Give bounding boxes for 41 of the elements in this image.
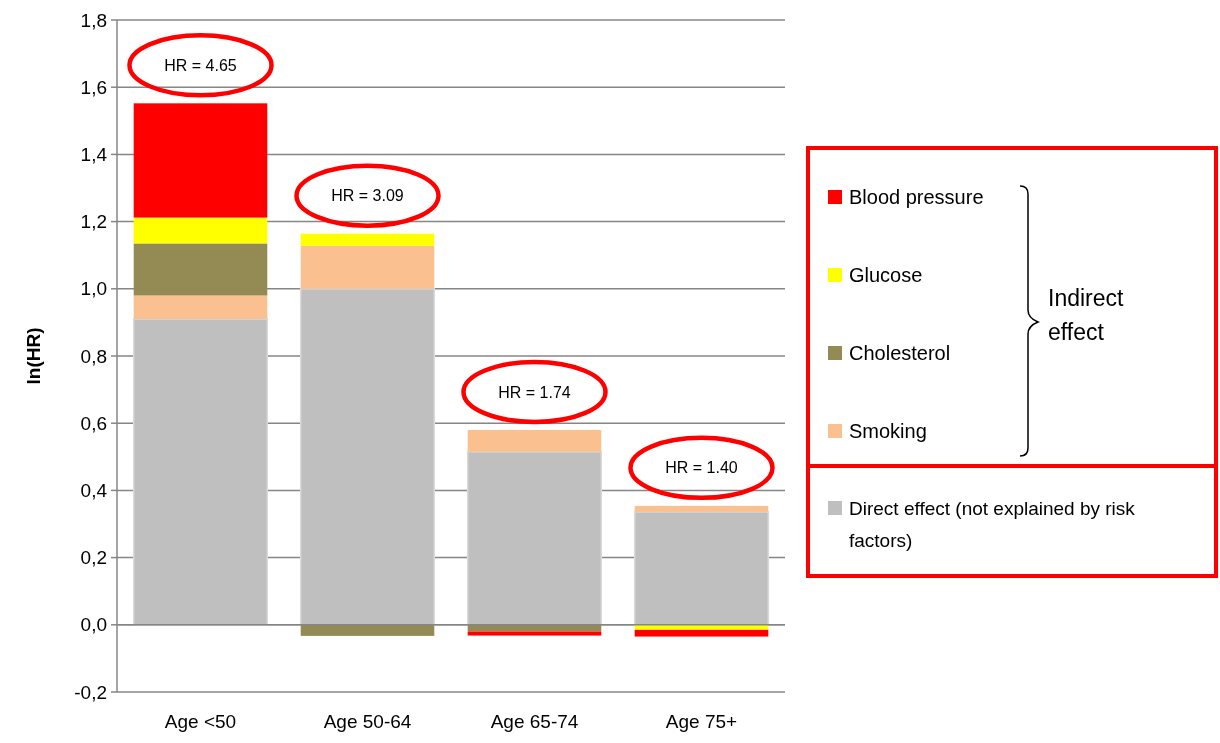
legend-label: Direct effect (not explained by risk factors) (849, 497, 1136, 551)
bar (133, 295, 268, 320)
bar (133, 217, 268, 244)
annotation: HR = 1.74 (498, 383, 571, 401)
x-tick-label: Age <50 (164, 711, 237, 732)
legend-label: Blood pressure (849, 186, 984, 208)
y-tick-label: 1,0 (80, 278, 107, 300)
y-tick-label: 1,6 (80, 76, 107, 98)
y-tick-label: 0,6 (80, 412, 107, 434)
bar (466, 451, 603, 626)
y-tick-label: 0,0 (80, 614, 107, 636)
y-tick-label: 1,4 (80, 144, 108, 166)
bar (300, 245, 435, 289)
annotation: HR = 1.40 (665, 459, 738, 477)
x-tick-label: Age 75+ (665, 711, 738, 732)
x-tick-label: Age 50-64 (323, 711, 412, 732)
bar (634, 505, 769, 512)
y-axis-title: ln(HR) (23, 327, 44, 385)
legend-label: Smoking (849, 420, 927, 442)
legend-label: Cholesterol (849, 342, 951, 364)
bar (132, 318, 269, 626)
bar (467, 429, 602, 452)
legend-title: Indirect effect (1048, 285, 1125, 345)
bar (300, 233, 435, 246)
y-tick-label: 0,8 (80, 345, 107, 367)
bar (133, 243, 268, 296)
y-tick-label: 0,4 (80, 480, 108, 502)
bar (133, 103, 268, 218)
bar (633, 511, 770, 626)
bar (634, 629, 769, 637)
y-tick-label: 0,2 (80, 547, 107, 569)
y-tick-label: 1,2 (80, 211, 107, 233)
x-tick-label: Age 65-74 (490, 711, 579, 732)
legend-label: Glucose (849, 264, 923, 286)
y-tick-label: -0,2 (74, 681, 107, 703)
annotation: HR = 4.65 (164, 56, 237, 74)
bar (299, 288, 436, 626)
annotation: HR = 3.09 (331, 187, 404, 205)
bar (300, 624, 435, 636)
y-tick-label: 1,8 (80, 9, 107, 31)
bar (467, 631, 602, 636)
